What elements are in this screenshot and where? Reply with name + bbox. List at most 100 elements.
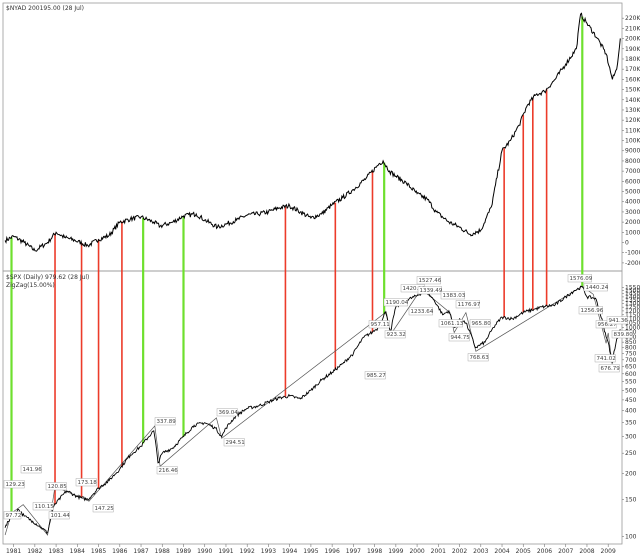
lower-y-tick-label: 300 (625, 434, 637, 441)
x-tick-label: 1995 (303, 548, 318, 555)
point-label: 1420.18 (403, 286, 426, 292)
point-label: 941.36 (609, 318, 629, 324)
lower-y-axis: 1550150014501400135013001250120011501100… (622, 285, 640, 540)
point-label: 141.96 (23, 467, 43, 473)
point-label: 956.27 (598, 322, 618, 328)
x-tick-label: 2009 (601, 548, 616, 555)
point-label: 173.18 (78, 480, 98, 486)
point-label: 97.72 (6, 513, 22, 519)
point-label: 369.04 (219, 410, 239, 416)
point-label: 957.11 (371, 322, 390, 328)
upper-y-tick-label: 40000 (625, 199, 640, 206)
point-label: 337.89 (157, 419, 177, 425)
lower-y-tick-label: 1350 (625, 297, 640, 304)
x-tick-label: 1987 (133, 548, 148, 555)
point-label: 741.02 (597, 356, 616, 362)
lower-y-tick-label: 1500 (625, 288, 640, 295)
point-label-box (92, 504, 114, 513)
point-label-box (384, 330, 406, 339)
upper-y-tick-label: 130K (625, 107, 640, 114)
x-tick-label: 1996 (325, 548, 340, 555)
point-label-box (20, 465, 42, 474)
x-tick-label: 1986 (112, 548, 127, 555)
point-label: 1256.96 (581, 308, 604, 314)
point-labels: 97.72 129.23 141.96 110.15 120.85 101.44 173.1… (3, 274, 634, 520)
point-label-box (455, 300, 480, 309)
point-label-box (467, 353, 489, 362)
lower-y-tick-label: 1150 (625, 312, 640, 319)
lower-y-tick-label: 750 (625, 351, 637, 358)
upper-y-tick-label: 50000 (625, 189, 640, 196)
lower-y-tick-label: 1250 (625, 304, 640, 311)
lower-y-tick-label: 450 (625, 397, 637, 404)
point-label: 1383.03 (443, 293, 466, 299)
upper-y-tick-label: 210K (625, 25, 640, 32)
point-label-box (595, 320, 617, 329)
point-label: 1339.49 (420, 288, 443, 294)
x-tick-label: 2003 (473, 548, 488, 555)
upper-y-tick-label: 80000 (625, 158, 640, 165)
upper-y-tick-label: 30000 (625, 209, 640, 216)
x-tick-label: 2000 (409, 548, 424, 555)
point-label: 768.63 (470, 355, 490, 361)
upper-y-tick-label: 20000 (625, 219, 640, 226)
point-label: 110.15 (35, 504, 55, 510)
point-label-box (3, 480, 25, 489)
upper-y-tick-label: 220K (625, 15, 640, 22)
x-tick-label: 2007 (558, 548, 573, 555)
point-label-box (32, 502, 54, 511)
upper-y-tick-label: 150K (625, 87, 640, 94)
point-label-box (408, 307, 433, 316)
lower-panel-frame (2, 270, 623, 545)
point-label-box (223, 438, 245, 447)
lower-panel-title: $SPX (Daily) 979.62 (28 Jul) (6, 274, 89, 281)
point-label: 147.25 (95, 506, 115, 512)
x-tick-label: 1999 (388, 548, 403, 555)
point-label-box (416, 276, 441, 285)
point-label: 216.46 (159, 468, 179, 474)
point-label: 1576.09 (570, 276, 593, 282)
point-label-box (45, 482, 67, 491)
point-label-box (469, 319, 491, 328)
point-label: 923.32 (387, 332, 406, 338)
point-label: 965.80 (472, 321, 492, 327)
point-label-box (598, 364, 620, 373)
point-label-box (417, 286, 442, 295)
point-label-box (578, 306, 603, 315)
x-tick-label: 1988 (155, 548, 170, 555)
x-tick-label: 1998 (367, 548, 382, 555)
upper-y-tick-label: 200K (625, 36, 640, 43)
x-tick-label: 1991 (218, 548, 233, 555)
x-tick-label: 1992 (240, 548, 255, 555)
point-label: 944.75 (451, 335, 471, 341)
vertical-markers (10, 16, 584, 517)
x-tick-label: 2005 (516, 548, 531, 555)
point-label: 839.80 (614, 332, 634, 338)
point-label: 676.79 (601, 366, 621, 372)
lower-y-tick-label: 850 (625, 339, 637, 346)
upper-y-tick-label: 90000 (625, 148, 640, 155)
lower-y-tick-label: 350 (625, 420, 637, 427)
point-label-box (216, 408, 238, 417)
point-label-box (448, 333, 470, 342)
lower-y-tick-label: 700 (625, 357, 637, 364)
x-tick-label: 1981 (6, 548, 21, 555)
point-label: 101.44 (51, 513, 71, 519)
upper-y-tick-label: 120K (625, 117, 640, 124)
point-label-box (368, 320, 390, 329)
point-label-box (440, 291, 465, 300)
x-tick-label: 1989 (176, 548, 191, 555)
point-label: 1440.24 (586, 285, 609, 291)
upper-y-axis: 220K 210K 200K 190K 180K 170K 160K 150K 140K 130K… (622, 15, 640, 267)
lower-panel-legend: ZigZag(15.00%) (6, 282, 55, 289)
lower-y-tick-label: 500 (625, 387, 637, 394)
lower-y-tick-label: 550 (625, 379, 637, 386)
upper-y-tick-label: 100K (625, 138, 640, 145)
price-series (4, 12, 621, 534)
upper-y-tick-label: 180K (625, 56, 640, 63)
point-label: 120.85 (48, 484, 68, 490)
x-tick-label: 1984 (70, 548, 85, 555)
x-tick-label: 1985 (91, 548, 106, 555)
